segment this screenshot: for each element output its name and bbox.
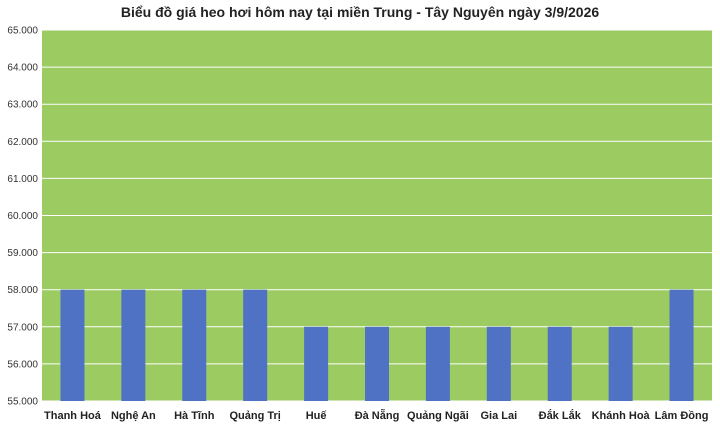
y-tick-label: 55.000 [7,397,38,408]
y-tick-label: 57.000 [7,322,38,333]
bar [547,326,572,401]
x-tick-label: Nghệ An [111,410,156,422]
bar [243,289,268,401]
x-tick-label: Hà Tĩnh [174,410,215,422]
bar [486,326,511,401]
y-tick-label: 56.000 [7,359,38,370]
bar [669,289,694,401]
x-tick-label: Đà Nẵng [355,409,400,422]
x-tick-label: Huế [306,410,328,422]
y-tick-label: 60.000 [7,211,38,222]
x-tick-label: Thanh Hoá [44,410,102,422]
bar [121,289,146,401]
x-tick-label: Lâm Đồng [655,410,709,422]
y-tick-label: 58.000 [7,285,38,296]
y-tick-label: 65.000 [7,26,38,37]
x-tick-label: Quảng Trị [230,410,281,422]
x-tick-label: Quảng Ngãi [407,410,469,422]
y-tick-label: 59.000 [7,248,38,259]
bar [60,289,85,401]
bar [425,326,450,401]
bar [182,289,207,401]
x-tick-label: Gia Lai [480,410,517,422]
chart-title: Biểu đồ giá heo hơi hôm nay tại miền Tru… [120,4,600,20]
y-tick-label: 63.000 [7,100,38,111]
bar [304,326,329,401]
x-tick-label: Đắk Lắk [539,409,582,422]
y-tick-label: 64.000 [7,63,38,74]
x-tick-label: Khánh Hoà [592,410,651,422]
bar [608,326,633,401]
y-tick-label: 62.000 [7,137,38,148]
bar [365,326,389,401]
y-tick-label: 61.000 [7,174,38,185]
